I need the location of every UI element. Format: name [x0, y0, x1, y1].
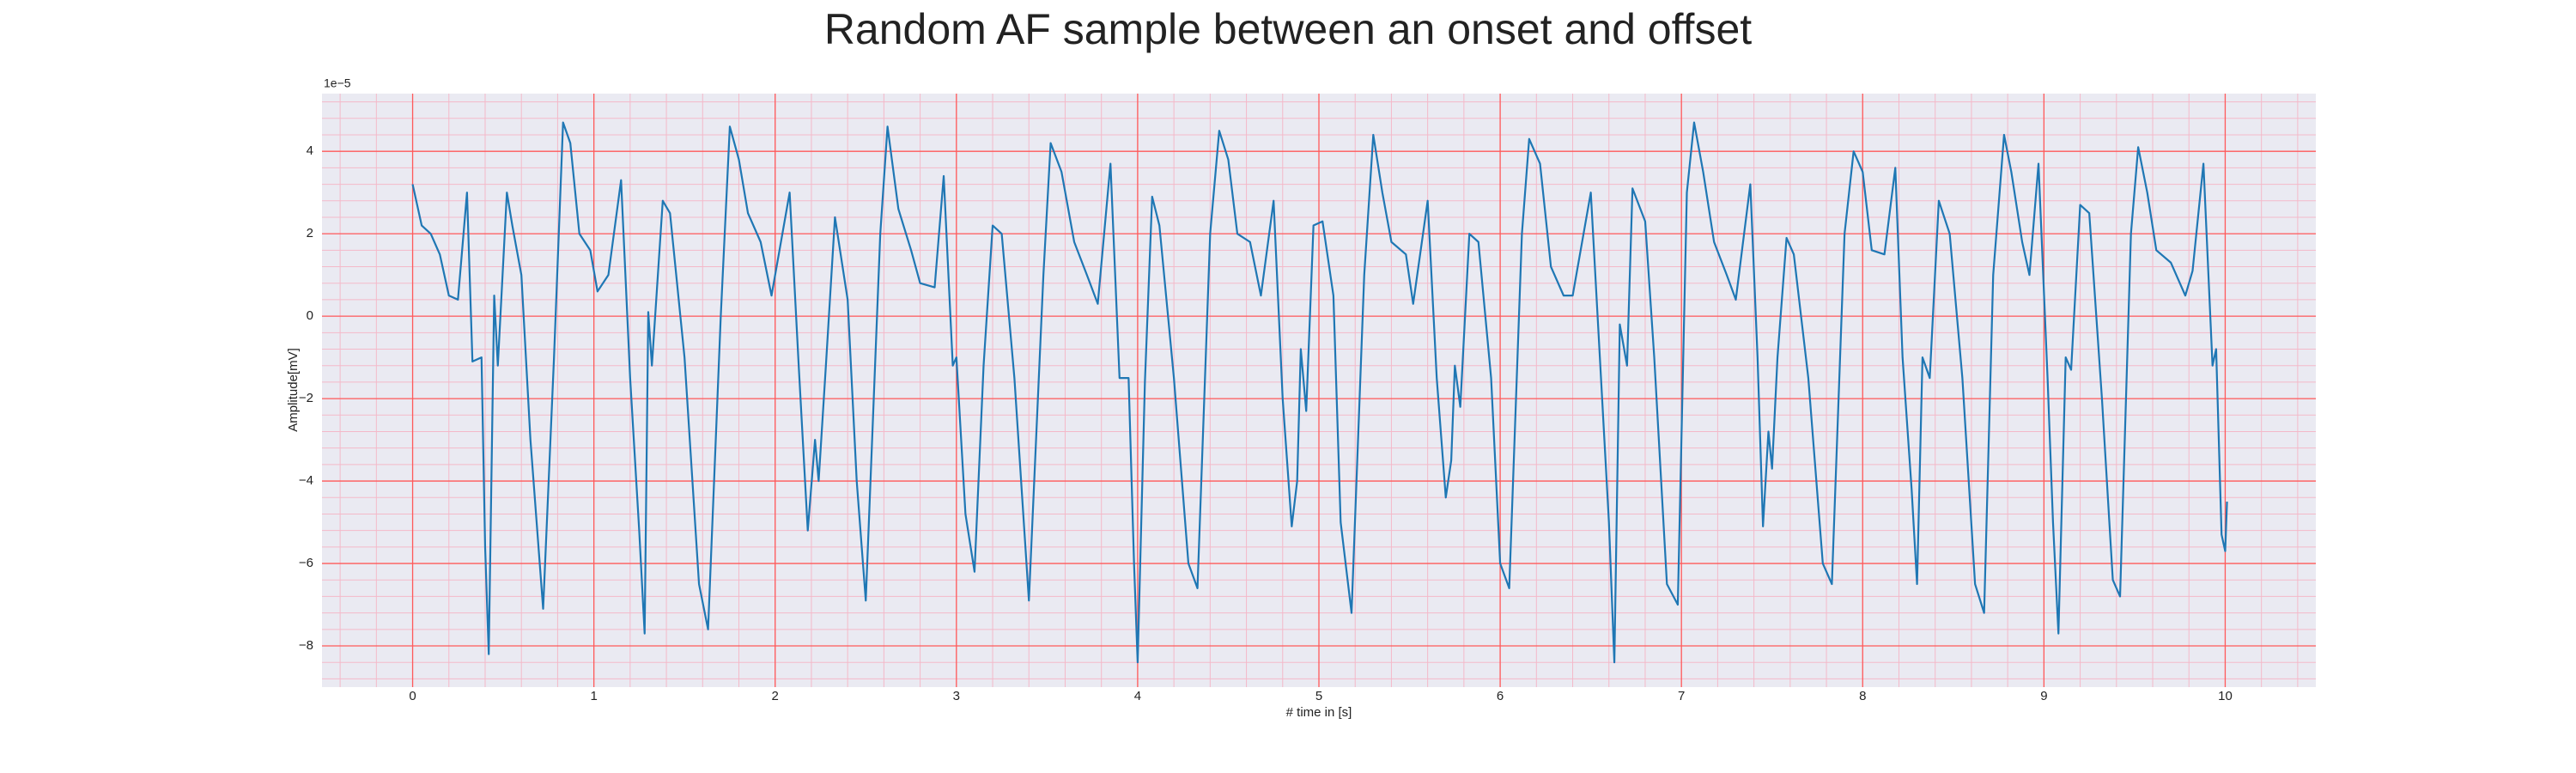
offset-label: 1e−5 — [324, 76, 351, 90]
x-tick-label: 9 — [2040, 689, 2047, 703]
x-tick-label: 8 — [1859, 689, 1866, 703]
x-tick-label: 0 — [409, 689, 416, 703]
x-tick-label: 6 — [1497, 689, 1504, 703]
x-tick-label: 2 — [772, 689, 779, 703]
y-tick-label: −2 — [299, 391, 313, 405]
y-tick-label: −8 — [299, 638, 313, 653]
x-tick-label: 10 — [2218, 689, 2233, 703]
x-tick-label: 4 — [1134, 689, 1141, 703]
y-tick-label: −4 — [299, 473, 313, 488]
x-axis-label: # time in [s] — [1286, 705, 1352, 720]
x-tick-label: 1 — [590, 689, 597, 703]
x-tick-label: 7 — [1678, 689, 1685, 703]
y-tick-label: 0 — [307, 308, 313, 323]
y-tick-label: 4 — [307, 143, 313, 158]
y-tick-label: −6 — [299, 556, 313, 570]
y-tick-label: 2 — [307, 226, 313, 240]
x-tick-label: 5 — [1315, 689, 1322, 703]
signal-line — [411, 121, 2228, 664]
x-tick-label: 3 — [953, 689, 960, 703]
chart-title: Random AF sample between an onset and of… — [824, 5, 1752, 53]
y-axis-label: Amplitude[mV] — [286, 348, 301, 432]
